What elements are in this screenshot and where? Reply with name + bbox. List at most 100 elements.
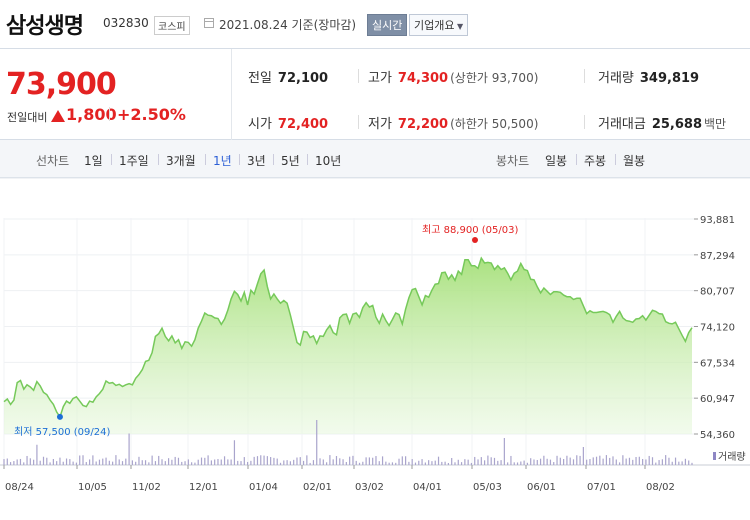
volume-bar [589, 459, 591, 465]
volume-bar [256, 456, 259, 465]
line-chart-label: 선차트 [36, 154, 70, 168]
current-price: 73,900 [6, 67, 117, 102]
volume-bar [566, 455, 568, 465]
volume-bar [513, 462, 515, 465]
volume-bar [13, 461, 15, 465]
x-tick-label: 01/04 [249, 482, 278, 493]
volume-bar [151, 455, 153, 465]
volume-bar [319, 458, 321, 465]
volume-bar [655, 462, 657, 465]
tab-daily-candle[interactable]: 일봉 [545, 154, 568, 168]
volume-bar [69, 459, 71, 465]
tab-3month[interactable]: 3개월 [166, 154, 196, 168]
volume-bar [279, 462, 282, 465]
volume-bar [398, 458, 400, 465]
volume-bar [365, 457, 367, 465]
low-marker [56, 413, 63, 420]
volume-bar [441, 461, 443, 465]
tab-5year[interactable]: 5년 [281, 154, 300, 168]
high-label: 고가 [368, 71, 392, 86]
y-tick-label: 93,881 [700, 215, 735, 226]
volume-bar [582, 447, 584, 465]
x-tick-label: 06/01 [527, 482, 556, 493]
volume-bar [477, 459, 479, 465]
volume-bar [345, 461, 347, 465]
volume-bar [207, 455, 209, 465]
volume-bar [375, 456, 377, 465]
volume-bar [85, 462, 87, 465]
volume-bar [586, 459, 588, 465]
divider [576, 154, 577, 165]
y-tick-label: 74,120 [700, 323, 735, 334]
y-tick-label: 80,707 [700, 287, 735, 298]
volume-bar [102, 458, 104, 465]
volume-bars: 거래량 [3, 420, 746, 465]
volume-bar [6, 458, 8, 465]
volume-bar [204, 457, 206, 465]
volume-bar [88, 459, 91, 465]
tab-1week[interactable]: 1주일 [119, 154, 149, 168]
volume-bar [98, 459, 101, 465]
volume-bar [164, 461, 166, 465]
volume-bar [625, 458, 627, 465]
stock-code: 032830 [103, 16, 149, 30]
volume-bar [217, 459, 219, 465]
tab-1day[interactable]: 1일 [84, 154, 103, 168]
open-value: 72,400 [277, 117, 329, 132]
volume-bar [46, 457, 48, 465]
volume-bar [543, 455, 545, 465]
high-annotation: 최고 88,900 (05/03) [422, 224, 518, 236]
tab-weekly-candle[interactable]: 주봉 [584, 154, 607, 168]
volume-bar [457, 459, 459, 465]
volume-bar [507, 462, 509, 465]
volume-bar [605, 455, 608, 465]
volume-bar [530, 458, 532, 465]
divider [239, 154, 240, 165]
volume-bar [661, 459, 663, 465]
volume-bar [651, 457, 654, 465]
volume-bar [421, 459, 423, 465]
volume-bar [642, 458, 644, 465]
volume-bar [490, 457, 492, 465]
amount-unit: 백만 [704, 117, 727, 131]
tab-10year[interactable]: 10년 [315, 154, 342, 168]
volume-bar [668, 457, 670, 465]
volume-bar [187, 459, 189, 465]
price-chart[interactable]: 93,881 87,294 80,707 74,120 67,534 60,947 54,3… [0, 178, 750, 520]
volume-bar [312, 460, 315, 465]
realtime-button[interactable]: 실시간 [367, 14, 408, 36]
tab-3year[interactable]: 3년 [247, 154, 266, 168]
company-overview-dropdown[interactable]: 기업개요 ▼ [409, 14, 469, 36]
volume-bar [388, 462, 390, 465]
volume-bar [595, 456, 598, 465]
volume-bar [19, 458, 22, 465]
tab-1year[interactable]: 1년 [213, 154, 232, 168]
volume-bar [36, 444, 38, 465]
divider [273, 154, 274, 165]
volume-bar [210, 460, 212, 465]
volume-bar [286, 460, 288, 465]
y-tick-label: 87,294 [700, 251, 735, 262]
volume-bar [358, 462, 361, 465]
volume-bar [510, 455, 512, 465]
volume-bar [9, 462, 12, 465]
volume-bar [148, 462, 150, 465]
x-tick-label: 11/02 [132, 482, 161, 493]
volume-bar [339, 458, 341, 465]
volume-bar [79, 455, 81, 465]
volume-bar [49, 462, 51, 465]
volume-bar [250, 460, 252, 465]
volume-bar [29, 458, 31, 465]
tab-monthly-candle[interactable]: 월봉 [623, 154, 646, 168]
divider [205, 154, 206, 165]
volume-bar [23, 462, 25, 465]
volume-bar [135, 461, 137, 465]
volume-bar [615, 459, 617, 465]
volume-bar [576, 455, 578, 465]
volume-bar [474, 456, 476, 465]
lower-limit: (하한가 50,500) [450, 117, 539, 131]
volume-bar [95, 461, 97, 465]
volume-bar [632, 459, 634, 465]
volume-bar [72, 461, 74, 465]
volume-bar [118, 459, 120, 465]
